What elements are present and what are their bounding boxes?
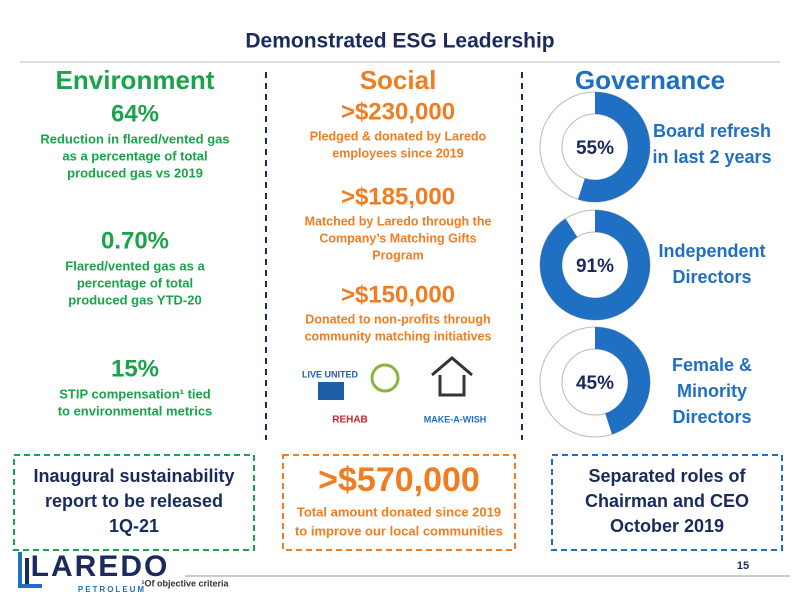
gov-desc: Minority	[677, 381, 747, 401]
metric-desc: community matching initiatives	[305, 329, 492, 343]
column-heading: Environment	[56, 65, 215, 95]
donut-arc	[578, 92, 650, 202]
logo-text: LAREDO	[31, 550, 170, 583]
partner-logo: LIVE UNITED	[302, 369, 359, 379]
metric-desc: Pledged & donated by Laredo	[310, 129, 487, 143]
gov-desc: Independent	[659, 241, 766, 261]
metric-desc: to environmental metrics	[58, 403, 213, 418]
gov-box	[551, 454, 783, 551]
box-text: 1Q-21	[109, 516, 159, 536]
donut-label: 55%	[576, 138, 614, 159]
gov-desc: Female &	[672, 355, 752, 375]
donut-label: 45%	[576, 373, 614, 394]
metric: 0.70%	[101, 227, 169, 254]
metric: 15%	[111, 355, 159, 382]
metric-desc: produced gas vs 2019	[67, 165, 203, 180]
metric: >$185,000	[341, 183, 455, 210]
box-figure: >$570,000	[318, 461, 480, 499]
donut-track	[561, 348, 629, 416]
box-text: report to be released	[45, 491, 223, 511]
column-heading: Governance	[575, 65, 725, 95]
metric-desc: Flared/vented gas as a	[65, 258, 205, 273]
metric: 64%	[111, 100, 159, 127]
column-heading: Social	[360, 65, 437, 95]
footnote: ¹Of objective criteria	[141, 578, 229, 588]
metric-desc: Donated to non-profits through	[305, 312, 490, 326]
metric-desc: Matched by Laredo through the	[305, 214, 492, 228]
partner-logo	[431, 356, 473, 397]
env-box	[13, 454, 255, 551]
partner-logo	[370, 363, 400, 393]
metric-desc: as a percentage of total	[62, 148, 207, 163]
donut-label: 91%	[576, 256, 614, 277]
partner-logo: MAKE-A-WISH	[424, 414, 487, 424]
box-text: Inaugural sustainability	[33, 466, 234, 486]
box-text: to improve our local communities	[295, 523, 503, 538]
footer-logo	[18, 552, 42, 588]
gov-desc: Board refresh	[653, 121, 771, 141]
box-text: October 2019	[610, 516, 724, 536]
metric-desc: employees since 2019	[332, 146, 463, 160]
gov-desc: Directors	[672, 267, 751, 287]
metric-desc: produced gas YTD-20	[68, 292, 201, 307]
metric-desc: Company’s Matching Gifts	[319, 231, 476, 245]
slide-title: Demonstrated ESG Leadership	[245, 30, 554, 53]
metric: >$230,000	[341, 98, 455, 125]
partner-logo	[318, 382, 344, 400]
box-text: Chairman and CEO	[585, 491, 749, 511]
social-box	[282, 454, 516, 551]
donut-arc	[594, 327, 650, 435]
logo-sub: PETROLEUM	[78, 585, 146, 594]
donut-arc	[540, 210, 650, 320]
metric-desc: STIP compensation¹ tied	[59, 386, 211, 401]
metric-desc: percentage of total	[77, 275, 193, 290]
gov-desc: in last 2 years	[652, 147, 771, 167]
metric-desc: Reduction in flared/vented gas	[40, 131, 229, 146]
metric: >$150,000	[341, 281, 455, 308]
box-text: Separated roles of	[588, 466, 746, 486]
box-text: Total amount donated since 2019	[297, 504, 501, 519]
partner-logo: REHAB	[332, 415, 368, 426]
gov-desc: Directors	[672, 407, 751, 427]
metric-desc: Program	[372, 248, 423, 262]
page-number: 15	[737, 560, 749, 572]
